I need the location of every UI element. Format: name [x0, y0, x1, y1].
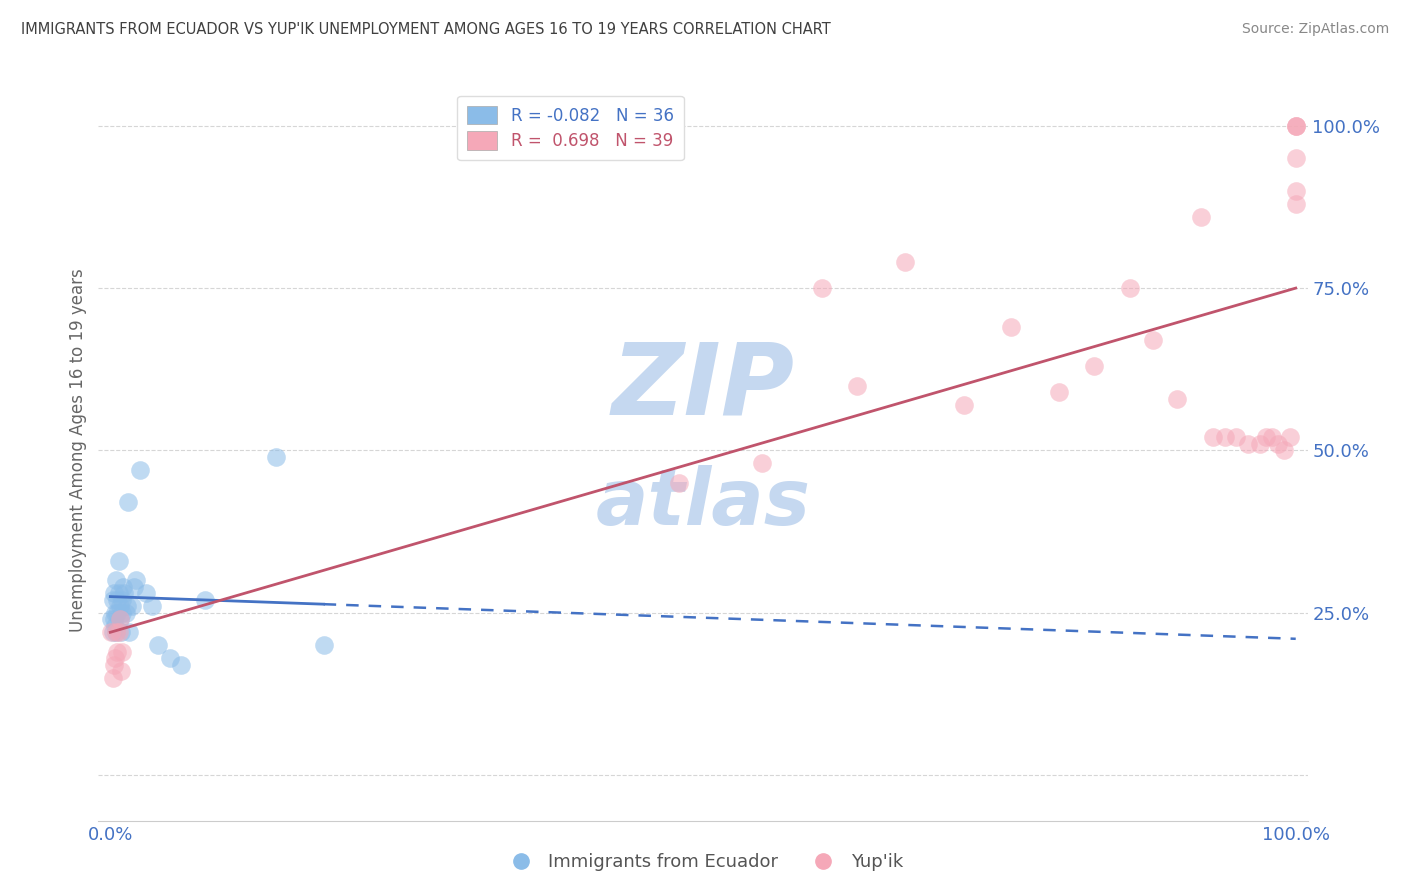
- Point: [105, 574, 128, 588]
- Legend: Immigrants from Ecuador, Yup'ik: Immigrants from Ecuador, Yup'ik: [496, 847, 910, 879]
- Point: [103, 586, 125, 600]
- Point: [1278, 430, 1301, 444]
- Point: [1261, 430, 1284, 444]
- Point: [1083, 359, 1105, 373]
- Point: [810, 281, 832, 295]
- Point: [111, 592, 134, 607]
- Point: [121, 599, 143, 614]
- Point: [105, 592, 128, 607]
- Point: [846, 378, 869, 392]
- Point: [1285, 119, 1308, 133]
- Point: [114, 606, 136, 620]
- Point: [1225, 430, 1247, 444]
- Point: [115, 599, 138, 614]
- Point: [751, 457, 773, 471]
- Point: [1285, 196, 1308, 211]
- Text: ZIP: ZIP: [612, 339, 794, 435]
- Point: [110, 625, 132, 640]
- Point: [893, 255, 915, 269]
- Point: [108, 599, 131, 614]
- Point: [108, 612, 131, 626]
- Point: [105, 625, 128, 640]
- Point: [101, 671, 124, 685]
- Point: [1119, 281, 1142, 295]
- Point: [103, 657, 125, 672]
- Point: [105, 625, 128, 640]
- Point: [1202, 430, 1225, 444]
- Point: [107, 554, 129, 568]
- Text: IMMIGRANTS FROM ECUADOR VS YUP'IK UNEMPLOYMENT AMONG AGES 16 TO 19 YEARS CORRELA: IMMIGRANTS FROM ECUADOR VS YUP'IK UNEMPL…: [21, 22, 831, 37]
- Point: [104, 606, 127, 620]
- Point: [1272, 443, 1295, 458]
- Point: [1285, 184, 1308, 198]
- Point: [170, 657, 193, 672]
- Point: [146, 638, 169, 652]
- Point: [112, 580, 135, 594]
- Point: [111, 645, 134, 659]
- Point: [103, 612, 125, 626]
- Legend: R = -0.082   N = 36, R =  0.698   N = 39: R = -0.082 N = 36, R = 0.698 N = 39: [457, 96, 683, 160]
- Point: [1249, 437, 1271, 451]
- Point: [125, 574, 148, 588]
- Point: [668, 475, 690, 490]
- Point: [1285, 119, 1308, 133]
- Point: [105, 606, 128, 620]
- Point: [108, 612, 131, 626]
- Point: [1000, 320, 1022, 334]
- Point: [1166, 392, 1188, 406]
- Point: [129, 463, 152, 477]
- Point: [100, 625, 122, 640]
- Text: atlas: atlas: [596, 466, 810, 541]
- Point: [1047, 384, 1070, 399]
- Point: [194, 592, 217, 607]
- Point: [135, 586, 157, 600]
- Point: [1254, 430, 1277, 444]
- Point: [312, 638, 335, 652]
- Point: [1285, 119, 1308, 133]
- Point: [952, 398, 974, 412]
- Point: [1189, 210, 1212, 224]
- Point: [100, 612, 122, 626]
- Point: [101, 592, 124, 607]
- Point: [118, 625, 141, 640]
- Point: [107, 586, 129, 600]
- Point: [104, 651, 127, 665]
- Y-axis label: Unemployment Among Ages 16 to 19 years: Unemployment Among Ages 16 to 19 years: [69, 268, 87, 632]
- Point: [1285, 151, 1308, 165]
- Point: [114, 586, 136, 600]
- Point: [111, 606, 134, 620]
- Point: [110, 665, 132, 679]
- Point: [105, 645, 128, 659]
- Point: [122, 580, 145, 594]
- Point: [159, 651, 181, 665]
- Point: [1267, 437, 1289, 451]
- Point: [117, 495, 139, 509]
- Point: [107, 625, 129, 640]
- Point: [1142, 333, 1164, 347]
- Point: [1213, 430, 1236, 444]
- Point: [264, 450, 287, 464]
- Point: [101, 625, 124, 640]
- Point: [104, 619, 127, 633]
- Text: Source: ZipAtlas.com: Source: ZipAtlas.com: [1241, 22, 1389, 37]
- Point: [141, 599, 163, 614]
- Point: [1237, 437, 1260, 451]
